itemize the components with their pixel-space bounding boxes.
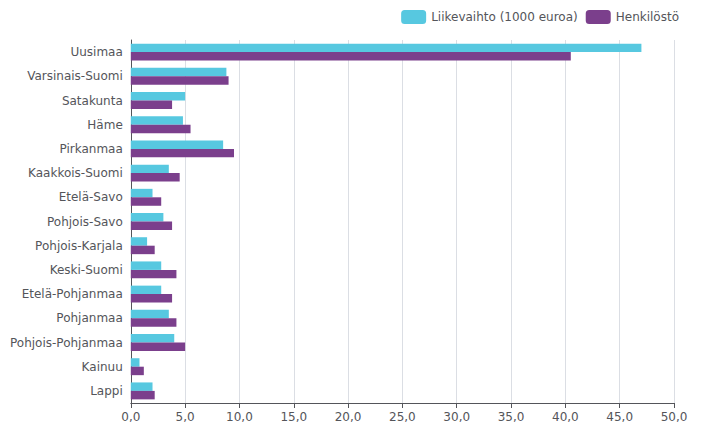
svg-text:40,0: 40,0: [552, 410, 579, 424]
svg-text:10,0: 10,0: [226, 410, 253, 424]
svg-text:0,0: 0,0: [121, 410, 140, 424]
svg-text:Henkilöstö: Henkilöstö: [616, 10, 679, 24]
svg-text:50,0: 50,0: [661, 410, 688, 424]
svg-text:Pohjois-Savo: Pohjois-Savo: [47, 215, 123, 229]
svg-text:45,0: 45,0: [606, 410, 633, 424]
svg-text:Etelä-Savo: Etelä-Savo: [59, 190, 123, 204]
svg-text:Pirkanmaa: Pirkanmaa: [59, 142, 122, 156]
svg-text:Pohjois-Pohjanmaa: Pohjois-Pohjanmaa: [10, 336, 123, 350]
svg-text:35,0: 35,0: [498, 410, 525, 424]
svg-text:Kainuu: Kainuu: [82, 360, 123, 374]
svg-text:Pohjanmaa: Pohjanmaa: [56, 311, 122, 325]
svg-text:Kaakkois-Suomi: Kaakkois-Suomi: [28, 166, 123, 180]
svg-text:20,0: 20,0: [335, 410, 362, 424]
svg-text:Etelä-Pohjanmaa: Etelä-Pohjanmaa: [22, 287, 123, 301]
svg-text:15,0: 15,0: [280, 410, 307, 424]
svg-text:Varsinais-Suomi: Varsinais-Suomi: [27, 69, 123, 83]
svg-text:Häme: Häme: [87, 118, 122, 132]
svg-text:Keski-Suomi: Keski-Suomi: [50, 263, 123, 277]
svg-text:Pohjois-Karjala: Pohjois-Karjala: [35, 239, 123, 253]
svg-text:5,0: 5,0: [176, 410, 195, 424]
svg-text:Liikevaihto (1000 euroa): Liikevaihto (1000 euroa): [431, 10, 578, 24]
svg-text:Satakunta: Satakunta: [62, 94, 123, 108]
svg-text:25,0: 25,0: [389, 410, 416, 424]
svg-text:30,0: 30,0: [443, 410, 470, 424]
svg-text:Lappi: Lappi: [90, 384, 123, 398]
svg-text:Uusimaa: Uusimaa: [70, 45, 122, 59]
